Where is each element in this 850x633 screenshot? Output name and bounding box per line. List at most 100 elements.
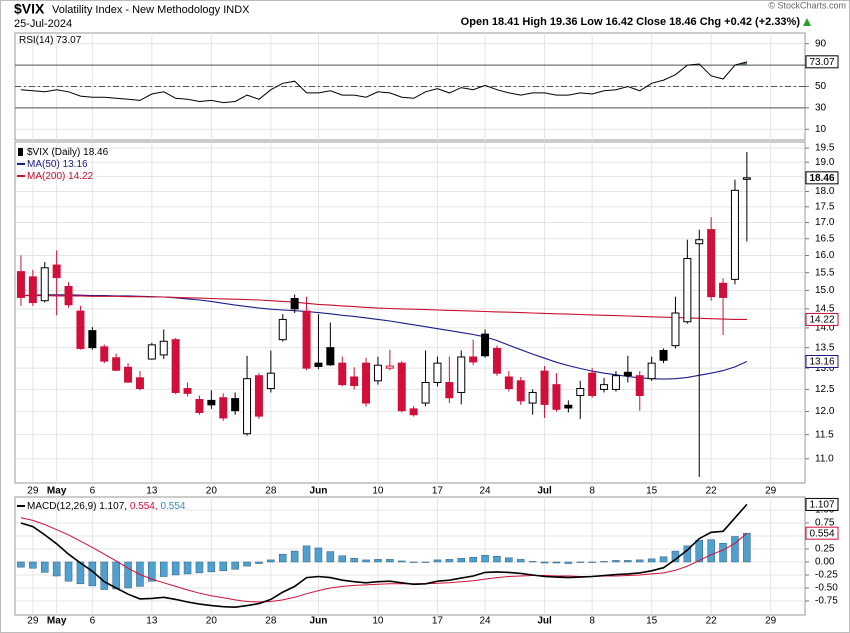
candle-body [195, 398, 204, 413]
panel [14, 141, 806, 484]
histogram-bar [517, 559, 525, 563]
y-tick-label: 15.5 [815, 267, 835, 278]
legend-part: 18.46 [83, 147, 108, 158]
histogram-bar [255, 561, 263, 564]
candle-body [433, 362, 442, 384]
candle-body [671, 312, 680, 347]
x-tick-label: 20 [206, 486, 218, 497]
histogram-bar [433, 559, 442, 563]
y-tick-label: -0.50 [815, 583, 838, 594]
legend-part: 13.16 [63, 159, 88, 170]
histogram-bar [41, 561, 49, 573]
x-tick-label: 6 [90, 616, 96, 627]
histogram-bar [683, 545, 692, 563]
histogram-bar [421, 561, 430, 563]
candle-body [683, 258, 692, 323]
histogram-bar [207, 561, 216, 573]
histogram-bar [279, 553, 287, 563]
x-tick-label: Jul [537, 616, 552, 627]
histogram-bar [731, 536, 739, 563]
x-tick-label: 8 [589, 616, 595, 627]
candle-body [171, 339, 180, 393]
x-tick-label: 6 [90, 486, 96, 497]
candle-body [231, 398, 240, 412]
candle-body [159, 340, 168, 356]
candle-body [183, 388, 192, 394]
symbol: $VIX [14, 1, 45, 17]
candle-body [481, 333, 490, 357]
x-tick-label: 22 [706, 486, 718, 497]
value-box [805, 55, 839, 69]
histogram-bar [171, 561, 180, 576]
y-tick-label: 13.5 [815, 342, 835, 353]
legend-part: $VIX (Daily) [27, 147, 80, 158]
legend-part: RSI(14) [19, 35, 53, 46]
histogram-bar [124, 561, 132, 589]
histogram-bar [743, 532, 751, 563]
y-tick-label: 30 [815, 103, 827, 114]
candle-body [552, 384, 561, 410]
candle-body [16, 271, 25, 298]
histogram-bar [17, 561, 25, 568]
candle-body [397, 362, 406, 412]
value-box [805, 312, 839, 326]
watermark: © StockCharts.com [768, 0, 846, 10]
candle-body [730, 189, 739, 280]
candle-body [647, 362, 656, 380]
candle-body [623, 371, 632, 377]
x-tick-label: 10 [372, 486, 384, 497]
y-tick-label: 12.0 [815, 406, 835, 417]
histogram-bar [552, 561, 561, 564]
histogram-bar [231, 561, 239, 570]
legend: $VIX (Daily) 18.46 [27, 147, 109, 158]
candle-body [112, 357, 121, 371]
y-tick-label: 17.5 [815, 201, 835, 212]
legend: MACD(12,26,9) 1.107, 0.554, 0.554 [27, 501, 186, 512]
candle-body [564, 404, 573, 409]
histogram-bar [505, 557, 513, 563]
histogram-bar [160, 561, 168, 577]
y-tick-label: 50 [815, 81, 827, 92]
histogram-bar [112, 561, 120, 590]
histogram-bar [362, 559, 370, 563]
histogram-bar [386, 559, 394, 563]
x-tick-label: Jun [310, 486, 328, 497]
histogram-bar [398, 560, 406, 563]
y-tick-label: 0.00 [815, 557, 835, 568]
candle-body [635, 375, 644, 397]
y-tick-label: 11.0 [815, 453, 834, 464]
value-box [805, 497, 839, 511]
value-box [805, 171, 839, 185]
candle-body [362, 362, 371, 404]
histogram-bar [100, 561, 108, 590]
candle-body [492, 347, 501, 374]
histogram-bar [314, 547, 323, 563]
histogram-bar [290, 550, 299, 563]
candle-body [516, 380, 525, 402]
x-tick-label: 10 [372, 616, 384, 627]
candle-body [588, 372, 597, 397]
value-label: 1.107 [809, 500, 834, 511]
legend-part: 0.554, [130, 501, 158, 512]
value-label: 13.16 [809, 357, 834, 368]
y-tick-label: 17.0 [815, 217, 835, 228]
y-tick-label: 14.5 [815, 304, 835, 315]
histogram-bar [148, 561, 156, 582]
candle-body [707, 229, 716, 298]
x-tick-label: 17 [432, 616, 444, 627]
y-tick-label: 0.75 [815, 518, 835, 529]
histogram-bar [647, 558, 656, 563]
histogram-bar [338, 555, 346, 563]
histogram-bar [374, 559, 382, 563]
histogram-bar [659, 556, 668, 563]
x-tick-label: 17 [432, 486, 444, 497]
candle-body [659, 349, 668, 361]
candle-body [40, 267, 49, 302]
y-tick-label: -0.75 [815, 596, 838, 607]
histogram-bar [719, 543, 727, 563]
legend: MA(200) 14.22 [27, 171, 94, 182]
histogram-bar [243, 561, 251, 567]
candle-body [302, 310, 311, 369]
